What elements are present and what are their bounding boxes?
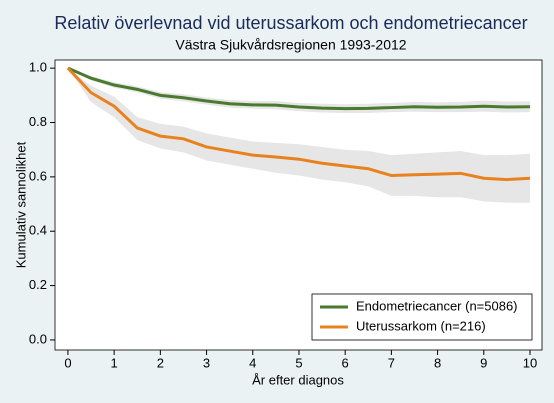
x-tick-label: 10 — [523, 355, 537, 370]
x-tick-label: 4 — [249, 355, 256, 370]
y-tick-label: 0.2 — [29, 277, 47, 292]
chart-title: Relativ överlevnad vid uterussarkom och … — [54, 13, 527, 33]
y-tick-label: 0.0 — [29, 331, 47, 346]
x-tick-label: 1 — [111, 355, 118, 370]
x-axis-title: År efter diagnos — [252, 372, 344, 387]
x-tick-label: 7 — [388, 355, 395, 370]
chart-subtitle: Västra Sjukvårdsregionen 1993-2012 — [175, 37, 406, 53]
series-line — [67, 66, 531, 111]
x-tick-label: 3 — [203, 355, 210, 370]
x-tick-label: 2 — [157, 355, 164, 370]
legend-box — [311, 293, 533, 341]
y-tick-label: 0.6 — [29, 168, 47, 183]
x-tick-label: 6 — [342, 355, 349, 370]
x-tick-label: 5 — [295, 355, 302, 370]
y-tick-label: 0.8 — [29, 114, 47, 129]
confidence-band — [67, 68, 530, 203]
series-line — [66, 67, 531, 182]
legend-label: Endometriecancer (n=5086) — [356, 298, 518, 313]
x-tick-label: 0 — [64, 355, 71, 370]
y-tick-label: 0.4 — [29, 223, 47, 238]
x-tick-label: 8 — [434, 355, 441, 370]
confidence-band — [67, 68, 530, 113]
y-tick-label: 1.0 — [29, 60, 47, 75]
x-tick-label: 9 — [480, 355, 487, 370]
legend-label: Uterussarkom (n=216) — [356, 318, 486, 333]
y-axis-title: Kumulativ sannolikhet — [13, 141, 28, 268]
